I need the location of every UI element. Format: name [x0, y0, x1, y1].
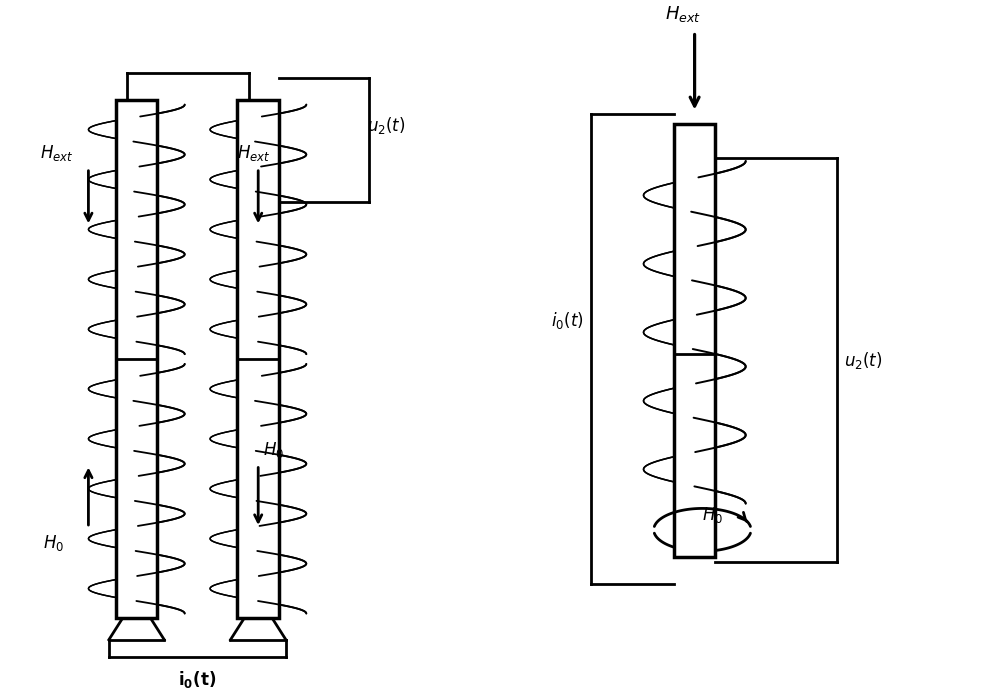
Text: $H_0$: $H_0$ [43, 533, 64, 553]
Bar [674, 124, 715, 557]
Text: $\mathbf{i_0(t)}$: $\mathbf{i_0(t)}$ [178, 669, 216, 690]
Text: $u_2(t)$: $u_2(t)$ [367, 115, 405, 136]
Text: $u_2(t)$: $u_2(t)$ [844, 349, 883, 370]
Text: $H_{ext}$: $H_{ext}$ [665, 4, 701, 24]
Text: $H_{ext}$: $H_{ext}$ [40, 143, 73, 163]
Text: $i_0(t)$: $i_0(t)$ [551, 309, 584, 331]
Text: $H_{ext}$: $H_{ext}$ [237, 143, 270, 163]
Text: $H_0$: $H_0$ [702, 505, 723, 525]
Bar [116, 100, 157, 619]
Text: $H_0$: $H_0$ [263, 440, 284, 459]
Bar [237, 100, 279, 619]
